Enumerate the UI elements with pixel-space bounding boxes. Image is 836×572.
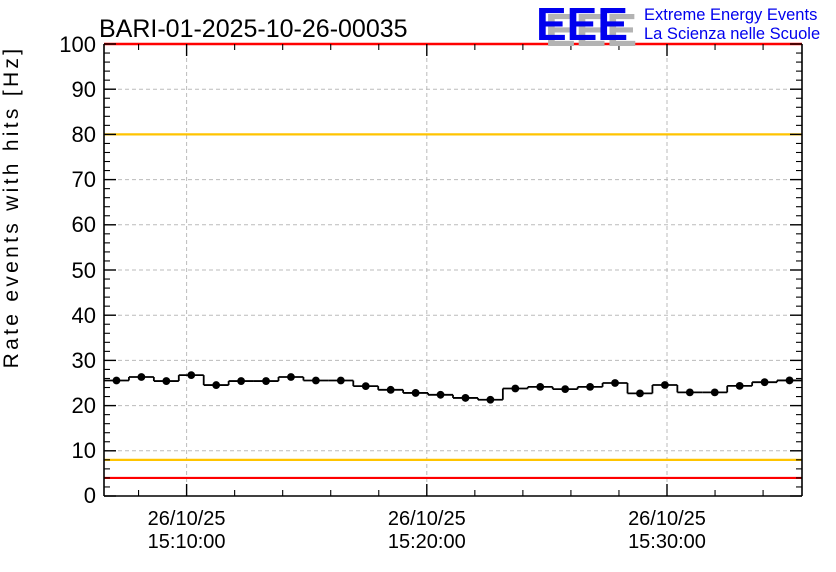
svg-text:26/10/25: 26/10/25 xyxy=(148,508,226,530)
svg-text:La Scienza nelle Scuole: La Scienza nelle Scuole xyxy=(644,25,820,43)
svg-text:Extreme Energy Events: Extreme Energy Events xyxy=(644,6,817,24)
svg-text:Rate events with hits [Hz]: Rate events with hits [Hz] xyxy=(0,46,23,369)
svg-text:100: 100 xyxy=(59,32,96,57)
svg-text:30: 30 xyxy=(72,348,96,373)
svg-text:70: 70 xyxy=(72,167,96,192)
svg-text:80: 80 xyxy=(72,122,96,147)
svg-text:40: 40 xyxy=(72,303,96,328)
svg-text:20: 20 xyxy=(72,393,96,418)
svg-text:60: 60 xyxy=(72,212,96,237)
svg-text:BARI-01-2025-10-26-00035: BARI-01-2025-10-26-00035 xyxy=(99,15,408,43)
svg-text:26/10/25: 26/10/25 xyxy=(388,508,466,530)
svg-text:15:20:00: 15:20:00 xyxy=(388,531,466,553)
svg-text:EEE: EEE xyxy=(536,0,628,50)
svg-text:0: 0 xyxy=(84,483,96,508)
svg-text:10: 10 xyxy=(72,438,96,463)
svg-text:90: 90 xyxy=(72,77,96,102)
svg-text:15:10:00: 15:10:00 xyxy=(148,531,226,553)
svg-text:26/10/25: 26/10/25 xyxy=(628,508,706,530)
svg-text:15:30:00: 15:30:00 xyxy=(628,531,706,553)
svg-text:50: 50 xyxy=(72,258,96,283)
